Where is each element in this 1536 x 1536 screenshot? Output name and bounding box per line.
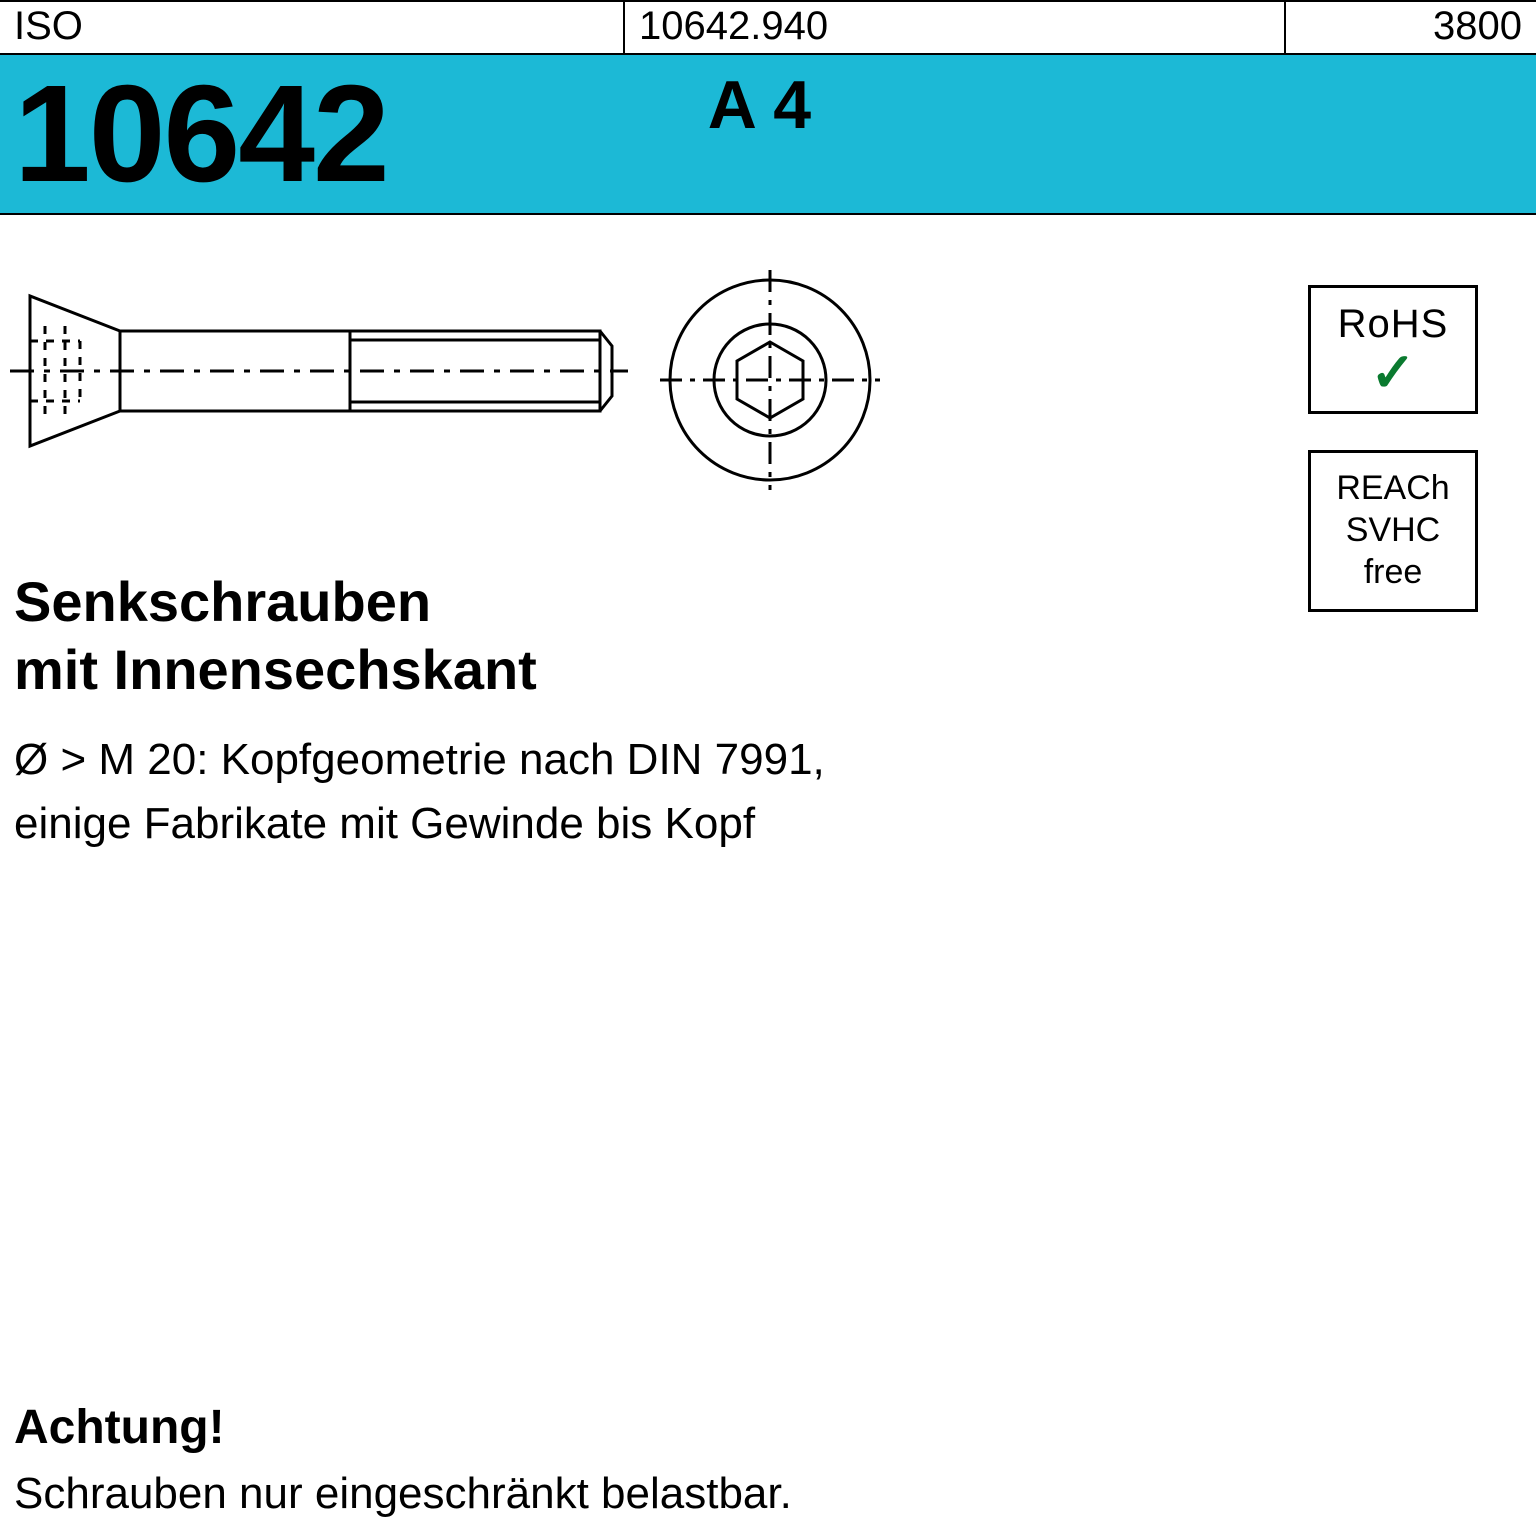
header-code-full: 10642.940 <box>625 2 1286 53</box>
rohs-label: RoHS <box>1313 302 1473 347</box>
standard-number: 10642 <box>14 55 388 214</box>
warning-block: Achtung! Schrauben nur eingeschränkt bel… <box>14 1400 792 1519</box>
product-title-1: Senkschrauben <box>14 568 1114 636</box>
product-title-2: mit Innensechskant <box>14 636 1114 704</box>
note-line-1: Ø > M 20: Kopfgeometrie nach DIN 7991, <box>14 730 1114 790</box>
note-line-2: einige Fabrikate mit Gewinde bis Kopf <box>14 794 1114 854</box>
screw-top-diagram <box>660 270 880 490</box>
reach-line1: REACh <box>1313 467 1473 509</box>
reach-badge: REACh SVHC free <box>1308 450 1478 612</box>
reach-line2: SVHC <box>1313 509 1473 551</box>
cyan-band: 10642 A 4 <box>0 55 1536 215</box>
screw-side-diagram <box>10 266 630 476</box>
check-icon: ✓ <box>1313 351 1473 395</box>
reach-line3: free <box>1313 551 1473 593</box>
compliance-badges: RoHS ✓ REACh SVHC free <box>1308 285 1498 648</box>
header-row: ISO 10642.940 3800 <box>0 0 1536 55</box>
header-right-code: 3800 <box>1286 2 1536 53</box>
header-std-label: ISO <box>0 2 625 53</box>
rohs-badge: RoHS ✓ <box>1308 285 1478 414</box>
warning-title: Achtung! <box>14 1400 792 1455</box>
description-block: Senkschrauben mit Innensechskant Ø > M 2… <box>14 568 1114 854</box>
material-grade: A 4 <box>708 66 811 144</box>
warning-text: Schrauben nur eingeschränkt belastbar. <box>14 1469 792 1519</box>
